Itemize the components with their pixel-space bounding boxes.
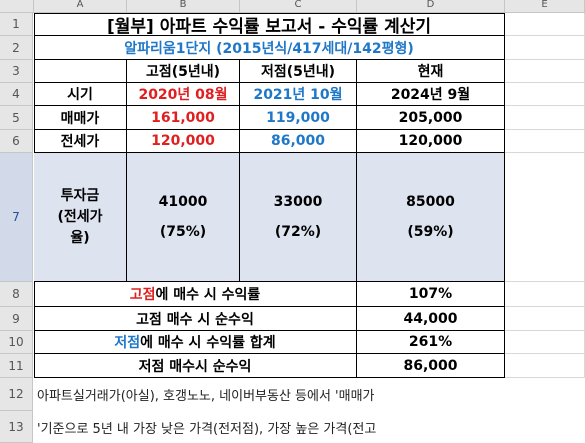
low-return-rest: 에 매수 시 수익률 합계 <box>140 335 276 351</box>
sale-current[interactable]: 205,000 <box>357 106 505 130</box>
header-low[interactable]: 저점(5년내) <box>240 60 357 83</box>
cell-e9[interactable] <box>505 307 585 331</box>
low-return-prefix: 저점 <box>114 335 141 351</box>
investment-low[interactable]: 33000 (72%) <box>240 153 357 282</box>
complex-subtitle[interactable]: 알파리움1단지 (2015년식/417세대/142평형) <box>34 36 505 60</box>
row-header-12[interactable]: 12 <box>0 378 33 411</box>
corner-cell[interactable] <box>0 0 34 13</box>
high-return-value[interactable]: 107% <box>357 282 505 307</box>
sale-label[interactable]: 매매가 <box>34 106 127 130</box>
sale-high[interactable]: 161,000 <box>127 106 240 130</box>
cell-e5[interactable] <box>505 106 585 130</box>
investment-high-ratio: (75%) <box>159 224 207 240</box>
investment-current-ratio: (59%) <box>407 224 454 240</box>
row-header-1[interactable]: 1 <box>0 13 33 36</box>
high-profit-value[interactable]: 44,000 <box>357 307 505 331</box>
investment-label-line-3: 율) <box>70 229 90 246</box>
high-return-rest: 에 매수 시 수익률 <box>155 287 261 303</box>
period-low[interactable]: 2021년 10월 <box>240 83 357 106</box>
row-header-8[interactable]: 8 <box>0 282 33 307</box>
investment-low-amount: 33000 <box>273 194 323 210</box>
high-return-label[interactable]: 고점 에 매수 시 수익률 <box>34 282 357 307</box>
investment-label[interactable]: 투자금 (전세가 율) <box>34 153 127 282</box>
column-header-c[interactable]: C <box>240 0 357 13</box>
investment-label-line-2: (전세가 <box>57 208 103 225</box>
low-return-label[interactable]: 저점 에 매수 시 수익률 합계 <box>34 331 357 354</box>
column-header-b[interactable]: B <box>127 0 240 13</box>
cell-e6[interactable] <box>505 130 585 153</box>
row-header-13[interactable]: 13 <box>0 411 33 443</box>
cell-e7[interactable] <box>505 153 585 282</box>
row-header-3[interactable]: 3 <box>0 60 33 83</box>
cell-e10[interactable] <box>505 331 585 354</box>
jeonse-label[interactable]: 전세가 <box>34 130 127 153</box>
row-header-10[interactable]: 10 <box>0 331 33 354</box>
investment-label-line-1: 투자금 <box>60 187 100 204</box>
high-profit-label[interactable]: 고점 매수 시 순수익 <box>34 307 357 331</box>
cell-a3[interactable] <box>34 60 127 83</box>
cell-e8[interactable] <box>505 282 585 307</box>
cell-e4[interactable] <box>505 83 585 106</box>
investment-current-amount: 85000 <box>406 194 455 210</box>
jeonse-current[interactable]: 120,000 <box>357 130 505 153</box>
row-header-4[interactable]: 4 <box>0 83 33 106</box>
row-header-6[interactable]: 6 <box>0 130 33 153</box>
report-title[interactable]: [월부] 아파트 수익률 보고서 - 수익률 계산기 <box>34 13 505 37</box>
investment-high[interactable]: 41000 (75%) <box>127 153 240 282</box>
cell-e11[interactable] <box>505 354 585 378</box>
row-header-9[interactable]: 9 <box>0 307 33 331</box>
header-current[interactable]: 현재 <box>357 60 505 83</box>
investment-current[interactable]: 85000 (59%) <box>357 153 505 282</box>
row-header-5[interactable]: 5 <box>0 106 33 130</box>
row-header-11[interactable]: 11 <box>0 354 33 378</box>
jeonse-high[interactable]: 120,000 <box>127 130 240 153</box>
investment-high-amount: 41000 <box>158 194 208 210</box>
investment-low-ratio: (72%) <box>274 224 322 240</box>
cell-e1[interactable] <box>505 13 585 36</box>
low-profit-label[interactable]: 저점 매수시 순수익 <box>34 354 357 378</box>
period-label[interactable]: 시기 <box>34 83 127 106</box>
cell-e2[interactable] <box>505 36 585 60</box>
header-high[interactable]: 고점(5년내) <box>127 60 240 83</box>
low-return-value[interactable]: 261% <box>357 331 505 354</box>
note-line-1[interactable]: 아파트실거래가(아실), 호갱노노, 네이버부동산 등에서 '매매가 <box>37 389 375 404</box>
low-profit-value[interactable]: 86,000 <box>357 354 505 378</box>
column-header-a[interactable]: A <box>34 0 127 13</box>
high-return-prefix: 고점 <box>129 287 156 303</box>
row-header-2[interactable]: 2 <box>0 36 33 60</box>
cell-e3[interactable] <box>505 60 585 83</box>
note-line-2[interactable]: '기준으로 5년 내 가장 낮은 가격(전저점), 가장 높은 가격(전고 <box>37 421 377 437</box>
period-current[interactable]: 2024년 9월 <box>357 83 505 106</box>
period-high[interactable]: 2020년 08월 <box>127 83 240 106</box>
column-header-d[interactable]: D <box>357 0 505 13</box>
column-header-e[interactable]: E <box>505 0 585 13</box>
sale-low[interactable]: 119,000 <box>240 106 357 130</box>
jeonse-low[interactable]: 86,000 <box>240 130 357 153</box>
row-header-7[interactable]: 7 <box>0 153 33 282</box>
